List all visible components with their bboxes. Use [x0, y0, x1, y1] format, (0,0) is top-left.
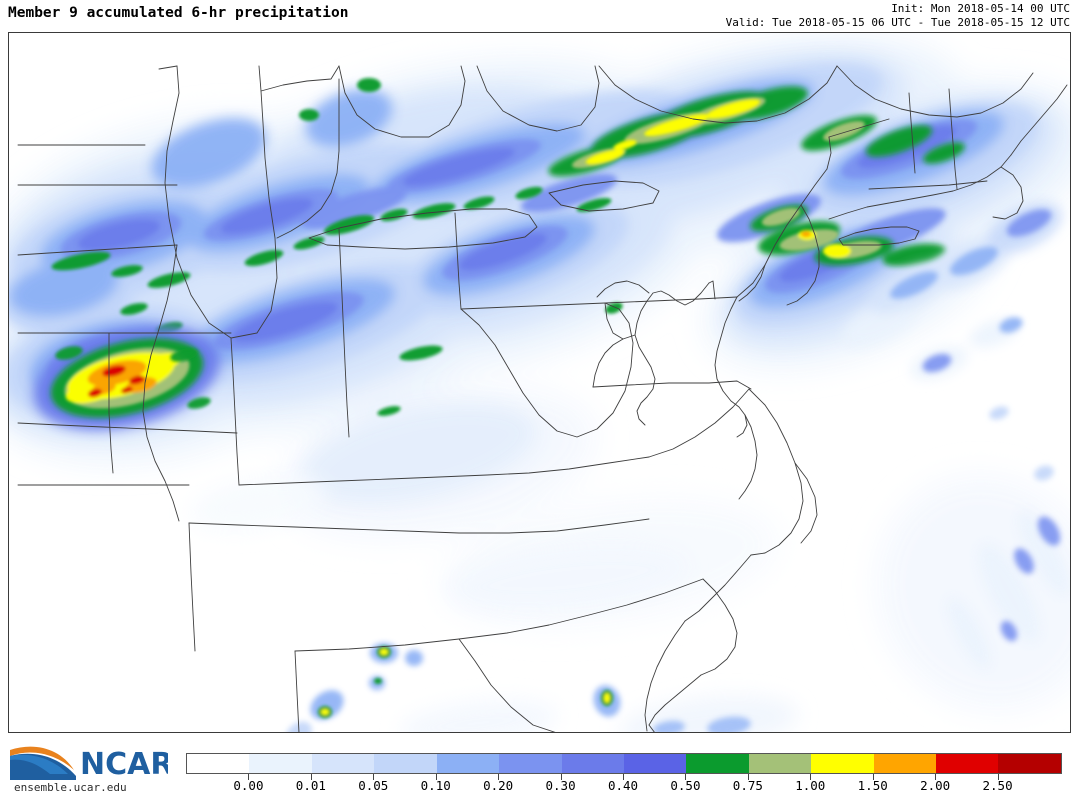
colorbar-tick-label: 0.00: [233, 778, 264, 793]
precip-field: [9, 36, 1070, 732]
colorbar-swatch-10: [811, 754, 874, 773]
colorbar-tick: [997, 774, 999, 780]
colorbar-tick-label: 2.00: [920, 778, 951, 793]
colorbar-tick: [872, 774, 874, 780]
colorbar-tick-label: 0.10: [420, 778, 451, 793]
colorbar-swatch-13: [998, 754, 1061, 773]
colorbar-tick-label: 1.50: [857, 778, 888, 793]
colorbar-swatch-8: [686, 754, 749, 773]
svg-text:NCAR: NCAR: [80, 747, 168, 782]
colorbar-tick-label: 2.50: [982, 778, 1013, 793]
colorbar-swatch-2: [311, 754, 375, 773]
colorbar-tick: [623, 774, 624, 780]
colorbar-swatch-5: [499, 754, 562, 773]
colorbar-tick-label: 0.05: [358, 778, 389, 793]
colorbar-tick: [248, 774, 250, 780]
ncar-logo: NCAR: [8, 740, 173, 782]
header: Member 9 accumulated 6-hr precipitation …: [0, 0, 1080, 32]
map-panel[interactable]: [8, 32, 1071, 733]
colorbar-tick: [935, 774, 937, 780]
colorbar-tick: [560, 774, 562, 780]
colorbar-tick-label: 0.75: [732, 778, 763, 793]
colorbar-tick-label: 0.30: [545, 778, 576, 793]
colorbar-tick: [310, 774, 312, 780]
colorbar-tick-label: 0.20: [483, 778, 514, 793]
footer: NCAR ensemble.ucar.edu 0.00 0.01 0.05 0.10 0…: [0, 735, 1080, 800]
colorbar-tick: [810, 774, 812, 780]
colorbar-tick: [747, 774, 749, 780]
colorbar-swatches: [186, 753, 1062, 774]
colorbar-swatch-9: [748, 754, 812, 773]
colorbar-swatch-7: [623, 754, 687, 773]
colorbar[interactable]: 0.00 0.01 0.05 0.10 0.20 0.30 0.40 0.50 0.75 1.00…: [186, 753, 1062, 793]
init-time-label: Init: Mon 2018-05-14 00 UTC: [891, 2, 1070, 15]
colorbar-tick-label: 0.01: [295, 778, 326, 793]
colorbar-ticks: [186, 774, 1062, 780]
colorbar-tick: [435, 774, 437, 780]
colorbar-tick: [373, 774, 375, 780]
colorbar-swatch-1: [249, 754, 312, 773]
colorbar-swatch-12: [936, 754, 999, 773]
colorbar-tick: [685, 774, 687, 780]
geography-outlines: [17, 65, 1068, 732]
colorbar-tick-labels: 0.00 0.01 0.05 0.10 0.20 0.30 0.40 0.50 0.75 1.00…: [186, 778, 1062, 796]
colorbar-tick: [498, 774, 500, 780]
valid-time-label: Valid: Tue 2018-05-15 06 UTC - Tue 2018-…: [725, 16, 1070, 29]
page-title: Member 9 accumulated 6-hr precipitation: [8, 5, 349, 21]
precipitation-map: [9, 33, 1070, 732]
ncar-url-label: ensemble.ucar.edu: [14, 781, 127, 794]
colorbar-tick-label: 0.40: [607, 778, 639, 793]
colorbar-swatch-3: [374, 754, 437, 773]
colorbar-swatch-4: [436, 754, 500, 773]
colorbar-tick-label: 1.00: [795, 778, 826, 793]
colorbar-swatch-0: [187, 754, 250, 773]
colorbar-swatch-6: [561, 754, 624, 773]
colorbar-swatch-11: [873, 754, 937, 773]
colorbar-tick-label: 0.50: [670, 778, 701, 793]
